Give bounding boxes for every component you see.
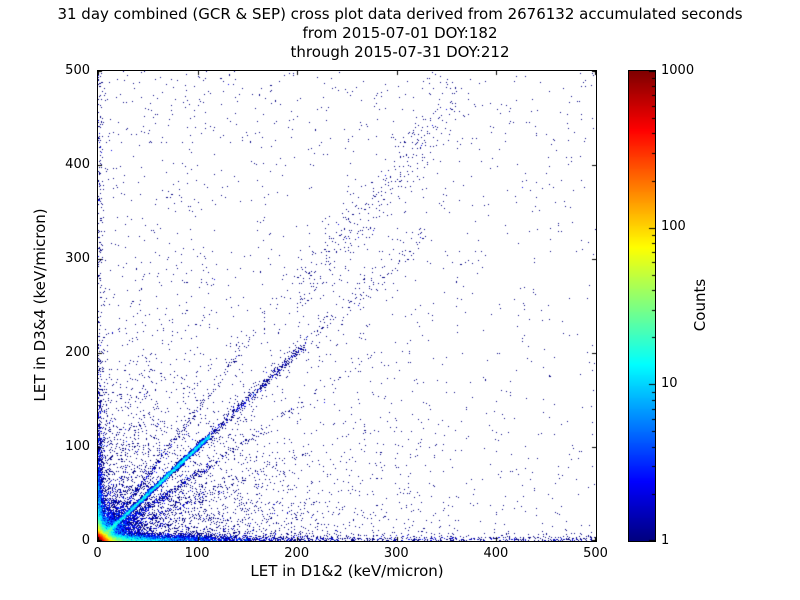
- y-tick-label: 0: [81, 532, 90, 548]
- x-tick-label: 400: [483, 546, 509, 561]
- colorbar-tick-label: 10: [661, 375, 678, 391]
- x-tick-label: 500: [583, 546, 608, 561]
- y-tick-label: 500: [65, 62, 90, 78]
- x-tick-label: 300: [383, 546, 409, 561]
- colorbar-label: Counts: [691, 278, 709, 332]
- scatter-heatmap-canvas: [98, 71, 596, 541]
- colorbar-tick-label: 1000: [661, 62, 695, 78]
- x-tick-label: 200: [284, 546, 310, 561]
- chart-title-line3: through 2015-07-31 DOY:212: [290, 43, 510, 61]
- chart-title-line1: 31 day combined (GCR & SEP) cross plot d…: [57, 5, 743, 23]
- colorbar-tick-label: 1: [661, 532, 670, 548]
- x-tick-label: 0: [93, 546, 102, 561]
- colorbar: [628, 70, 656, 542]
- colorbar-tick-label: 100: [661, 219, 686, 235]
- y-axis-label: LET in D3&4 (keV/micron): [31, 208, 49, 402]
- y-tick-label: 300: [65, 250, 90, 266]
- y-tick-label: 400: [65, 156, 90, 172]
- plot-area: [97, 70, 597, 542]
- chart-title-line2: from 2015-07-01 DOY:182: [302, 24, 498, 42]
- colorbar-gradient-canvas: [629, 71, 655, 541]
- y-tick-label: 100: [65, 438, 90, 454]
- y-tick-label: 200: [65, 344, 90, 360]
- x-axis-label: LET in D1&2 (keV/micron): [250, 562, 444, 580]
- x-tick-label: 100: [184, 546, 210, 561]
